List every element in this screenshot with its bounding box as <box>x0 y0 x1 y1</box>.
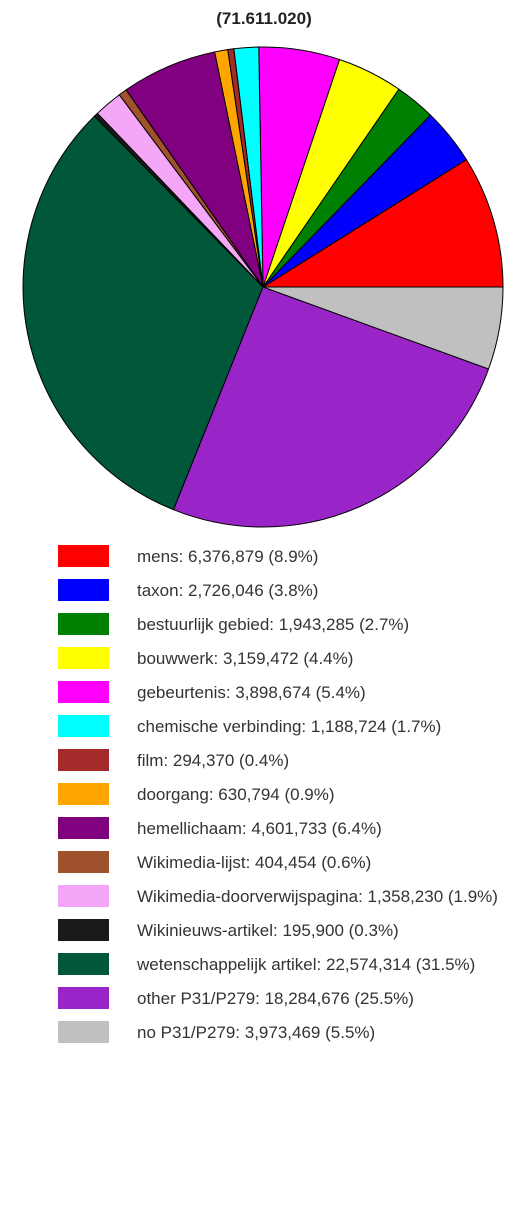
legend-label: mens: 6,376,879 (8.9%) <box>137 547 319 566</box>
legend-label: bestuurlijk gebied: 1,943,285 (2.7%) <box>137 615 410 634</box>
legend-item: Wikimedia-lijst: 404,454 (0.6%) <box>0 846 527 880</box>
pie-slice <box>261 158 504 288</box>
legend-label: other P31/P279: 18,284,676 (25.5%) <box>137 989 414 1008</box>
legend-label: doorgang: 630,794 (0.9%) <box>137 785 335 804</box>
legend-item: film: 294,370 (0.4%) <box>0 744 527 778</box>
legend-item: bestuurlijk gebied: 1,943,285 (2.7%) <box>0 608 527 642</box>
pie-slice <box>262 286 504 370</box>
chart: (71.611.020) <box>22 9 504 528</box>
legend-label: Wikimedia-doorverwijspagina: 1,358,230 (… <box>137 887 498 906</box>
legend-label: film: 294,370 (0.4%) <box>137 751 290 770</box>
legend-swatch <box>58 987 109 1009</box>
legend-swatch <box>58 613 109 635</box>
legend-swatch <box>58 1021 109 1043</box>
legend-label: no P31/P279: 3,973,469 (5.5%) <box>137 1023 376 1042</box>
legend-label: wetenschappelijk artikel: 22,574,314 (31… <box>137 955 476 974</box>
legend-label: chemische verbinding: 1,188,724 (1.7%) <box>137 717 442 736</box>
legend-label: taxon: 2,726,046 (3.8%) <box>137 581 319 600</box>
legend-swatch <box>58 715 109 737</box>
legend-label: hemellichaam: 4,601,733 (6.4%) <box>137 819 382 838</box>
legend-item: hemellichaam: 4,601,733 (6.4%) <box>0 812 527 846</box>
legend-swatch <box>58 817 109 839</box>
legend-item: no P31/P279: 3,973,469 (5.5%) <box>0 1016 527 1050</box>
legend-label: bouwwerk: 3,159,472 (4.4%) <box>137 649 354 668</box>
legend-swatch <box>58 851 109 873</box>
legend-item: doorgang: 630,794 (0.9%) <box>0 778 527 812</box>
legend-label: Wikinieuws-artikel: 195,900 (0.3%) <box>137 921 399 940</box>
legend-swatch <box>58 579 109 601</box>
legend-swatch <box>58 749 109 771</box>
pie-slice <box>172 286 490 528</box>
legend-swatch <box>58 885 109 907</box>
legend-swatch <box>58 953 109 975</box>
legend-swatch <box>58 919 109 941</box>
legend-swatch <box>58 647 109 669</box>
pie-slice <box>22 115 264 511</box>
legend-item: gebeurtenis: 3,898,674 (5.4%) <box>0 676 527 710</box>
legend-item: other P31/P279: 18,284,676 (25.5%) <box>0 982 527 1016</box>
legend-swatch <box>58 783 109 805</box>
chart-title: (71.611.020) <box>216 9 311 28</box>
legend-swatch <box>58 545 109 567</box>
legend-item: wetenschappelijk artikel: 22,574,314 (31… <box>0 948 527 982</box>
legend-item: chemische verbinding: 1,188,724 (1.7%) <box>0 710 527 744</box>
legend-label: Wikimedia-lijst: 404,454 (0.6%) <box>137 853 372 872</box>
legend-item: Wikimedia-doorverwijspagina: 1,358,230 (… <box>0 880 527 914</box>
legend-label: gebeurtenis: 3,898,674 (5.4%) <box>137 683 366 702</box>
pie <box>22 46 504 528</box>
legend-item: taxon: 2,726,046 (3.8%) <box>0 574 527 608</box>
legend-item: Wikinieuws-artikel: 195,900 (0.3%) <box>0 914 527 948</box>
legend: mens: 6,376,879 (8.9%) taxon: 2,726,046 (… <box>0 540 527 1050</box>
legend-swatch <box>58 681 109 703</box>
legend-item: bouwwerk: 3,159,472 (4.4%) <box>0 642 527 676</box>
legend-item: mens: 6,376,879 (8.9%) <box>0 540 527 574</box>
